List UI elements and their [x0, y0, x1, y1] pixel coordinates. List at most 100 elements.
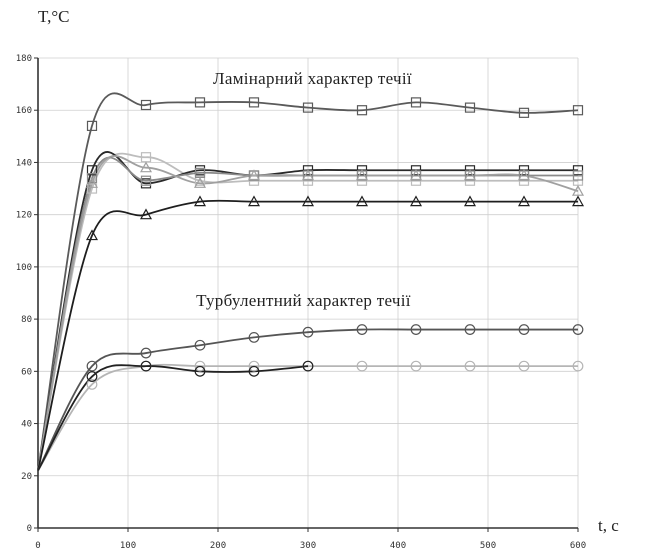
square-marker	[464, 175, 476, 186]
square-marker	[248, 175, 260, 186]
y-tick-label: 80	[21, 315, 32, 325]
x-tick-label: 200	[210, 541, 226, 551]
series-line-4	[37, 155, 579, 471]
series-lines	[37, 92, 579, 472]
y-tick-label: 120	[16, 211, 32, 221]
triangle-marker	[517, 195, 531, 207]
triangle-marker	[301, 169, 315, 181]
triangle-marker	[571, 195, 585, 207]
square-marker	[248, 97, 260, 108]
triangle-marker	[463, 169, 477, 181]
triangle-marker	[193, 195, 207, 207]
square-marker	[410, 165, 422, 176]
square-marker	[518, 107, 530, 118]
square-marker	[572, 170, 584, 181]
triangle-marker	[571, 184, 585, 196]
square-marker	[140, 99, 152, 111]
square-marker	[302, 102, 314, 113]
y-tick-label: 100	[16, 263, 32, 273]
x-tick-label: 300	[300, 541, 316, 551]
circle-marker	[302, 360, 314, 372]
triangle-marker	[355, 169, 369, 181]
triangle-marker	[85, 229, 99, 241]
square-marker	[86, 120, 98, 131]
square-marker	[410, 175, 422, 186]
circle-marker	[464, 360, 476, 372]
square-marker	[356, 165, 368, 176]
x-axis-label: t, c	[598, 516, 619, 535]
y-tick-label: 140	[16, 158, 32, 168]
square-marker	[302, 175, 314, 186]
x-tick-label: 0	[35, 541, 40, 551]
circle-marker	[572, 360, 584, 372]
laminar-annotation: Ламінарний характер течії	[213, 69, 412, 88]
y-tick-label: 20	[21, 472, 32, 482]
circle-marker	[194, 360, 206, 372]
square-marker	[572, 105, 584, 116]
turbulent-annotation: Турбулентний характер течії	[196, 291, 411, 310]
axes	[34, 57, 579, 532]
x-tick-label: 100	[120, 541, 136, 551]
triangle-marker	[85, 177, 99, 188]
circle-marker	[356, 324, 368, 335]
circle-marker	[86, 371, 98, 382]
square-marker	[572, 165, 584, 176]
circle-marker	[518, 360, 530, 372]
circle-marker	[410, 360, 422, 372]
circle-marker	[86, 360, 98, 372]
circle-marker	[140, 360, 152, 372]
y-axis-label: T,°C	[38, 7, 70, 26]
triangle-marker	[409, 195, 423, 207]
x-tick-label: 400	[390, 541, 406, 551]
grid	[38, 57, 579, 528]
series-line-5	[37, 199, 578, 471]
x-tick-label: 500	[480, 541, 496, 551]
circle-marker	[356, 360, 368, 372]
square-marker	[410, 97, 422, 108]
series-line-0	[37, 92, 579, 471]
series-markers	[85, 97, 585, 390]
x-tick-label: 600	[570, 541, 586, 551]
circle-marker	[86, 378, 98, 390]
square-marker	[464, 165, 476, 176]
triangle-marker	[247, 169, 261, 181]
triangle-marker	[139, 161, 153, 173]
triangle-marker	[193, 177, 207, 188]
triangle-marker	[139, 208, 153, 220]
square-marker	[140, 175, 152, 186]
circle-marker	[248, 331, 260, 343]
y-tick-label: 60	[21, 367, 32, 377]
square-marker	[302, 165, 314, 176]
circle-marker	[464, 324, 476, 335]
triangle-marker	[301, 195, 315, 207]
tick-labels: 0 20 40 60 80 100 120 140 160 180 0 100 200 300 400 500…	[16, 54, 586, 551]
circle-marker	[194, 365, 206, 377]
circle-marker	[572, 324, 584, 335]
triangle-marker	[463, 195, 477, 207]
triangle-marker	[247, 195, 261, 207]
circle-marker	[302, 326, 314, 338]
square-marker	[356, 175, 368, 186]
square-marker	[194, 97, 206, 108]
y-tick-label: 0	[27, 524, 32, 534]
square-marker	[194, 175, 206, 186]
series-line-1	[37, 152, 578, 471]
y-tick-label: 40	[21, 420, 32, 430]
square-marker	[86, 165, 98, 176]
square-marker	[356, 105, 368, 116]
triangle-marker	[355, 195, 369, 207]
square-marker	[86, 183, 98, 194]
circle-marker	[194, 339, 206, 351]
triangle-marker	[517, 169, 531, 181]
triangle-marker	[409, 169, 423, 181]
series-line-6	[37, 328, 578, 471]
circle-marker	[410, 324, 422, 335]
circle-marker	[140, 347, 152, 359]
circle-marker	[248, 360, 260, 372]
square-marker	[464, 102, 476, 113]
y-tick-label: 180	[16, 54, 32, 64]
circle-marker	[518, 324, 530, 335]
y-tick-label: 160	[16, 106, 32, 116]
square-marker	[518, 165, 530, 176]
